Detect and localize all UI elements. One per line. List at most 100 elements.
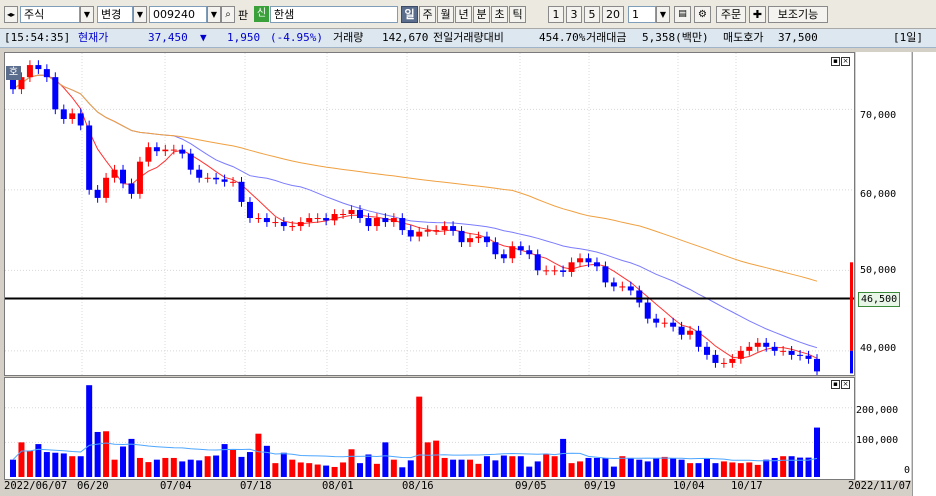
amount-value: 5,358(백만) (642, 31, 709, 44)
volume-bar (128, 438, 135, 477)
candle-body (382, 218, 389, 223)
candle-body (661, 322, 668, 324)
period-button[interactable]: 주 (419, 6, 436, 23)
candle-body (771, 346, 778, 351)
period-button[interactable]: 초 (491, 6, 508, 23)
candle-body (196, 169, 203, 178)
candle-body (103, 177, 110, 198)
candle-body (678, 326, 685, 335)
candle-body (788, 350, 795, 355)
volume-tick: 0 (904, 465, 911, 476)
vertical-scrollbar[interactable] (912, 52, 936, 496)
volume-bar (179, 461, 186, 477)
volume-chart-pane[interactable]: × ▪ (4, 377, 855, 480)
volume-pane-close-icon[interactable]: × (841, 380, 850, 389)
candle-body (424, 230, 431, 232)
interval-dropdown-icon[interactable]: ▼ (656, 6, 670, 23)
volume-bar (162, 457, 169, 477)
price-range-marker (850, 262, 853, 351)
period-button[interactable]: 분 (473, 6, 490, 23)
volume-bar (543, 454, 550, 477)
price-tick: 70,000 (860, 110, 897, 121)
volume-bar (475, 463, 482, 477)
count-button[interactable]: 20 (602, 6, 624, 23)
arrows-icon[interactable]: ◂▸ (4, 6, 18, 23)
x-tick-label: 10/04 (673, 480, 705, 492)
code-input[interactable]: 009240 (149, 6, 207, 23)
candle-body (416, 231, 423, 237)
candle-body (450, 226, 457, 231)
volume-bar (500, 455, 507, 477)
code-dropdown-icon[interactable]: ▼ (207, 6, 221, 23)
volume-bar (593, 457, 600, 477)
moving-average-line (12, 74, 818, 359)
candle-body (373, 218, 380, 227)
price-chart-svg[interactable] (5, 53, 854, 375)
candle-body (543, 270, 550, 272)
volume-tick: 200,000 (856, 405, 899, 416)
volume-bar (153, 459, 160, 477)
market-select[interactable]: 주식 (20, 6, 80, 23)
volume-bar (77, 456, 84, 477)
change-dropdown-icon[interactable]: ▼ (133, 6, 147, 23)
pane-close-icon[interactable]: × (841, 57, 850, 66)
volume-bar (52, 452, 59, 477)
candle-body (331, 214, 338, 221)
volume-bar (111, 459, 118, 477)
volume-bar (797, 457, 804, 477)
price-tick: 60,000 (860, 189, 897, 200)
volume-bar (509, 456, 516, 477)
save-icon[interactable]: ▤ (674, 6, 691, 23)
interval-input[interactable]: 1 (628, 6, 656, 23)
volume-bar (805, 457, 812, 477)
ho-badge[interactable]: 호 (6, 66, 21, 80)
count-button[interactable]: 5 (584, 6, 600, 23)
candle-body (43, 69, 50, 78)
volume-bar (670, 458, 677, 477)
period-button[interactable]: 일 (401, 6, 418, 23)
period-button[interactable]: 년 (455, 6, 472, 23)
candle-body (509, 246, 516, 259)
candle-body (390, 218, 397, 223)
volume-chart-svg[interactable] (5, 378, 854, 479)
period-button[interactable]: 월 (437, 6, 454, 23)
volume-bar (602, 457, 609, 477)
price-value: 37,450 (148, 31, 188, 44)
pane-maximize-icon[interactable]: ▪ (831, 57, 840, 66)
period-button[interactable]: 틱 (509, 6, 526, 23)
volume-bar (763, 459, 770, 477)
candle-body (729, 358, 736, 363)
change-select[interactable]: 변경 (97, 6, 133, 23)
plus-icon[interactable]: ✚ (749, 6, 766, 23)
count-button[interactable]: 3 (566, 6, 582, 23)
candle-body (120, 169, 127, 184)
candle-body (35, 65, 42, 70)
candle-body (255, 218, 262, 220)
candle-body (534, 254, 541, 271)
volume-bar (399, 467, 406, 477)
volume-bar (348, 449, 355, 477)
price-label: 현재가 (78, 31, 109, 44)
price-chart-pane[interactable]: 호 × ▪ (4, 52, 855, 376)
volume-bar (644, 461, 651, 477)
candle-body (272, 222, 279, 224)
x-tick-label: 09/05 (515, 480, 547, 492)
down-arrow-icon: ▼ (200, 31, 207, 44)
volume-bar (382, 442, 389, 477)
volume-bar (35, 444, 42, 477)
volume-tick: 100,000 (856, 435, 899, 446)
market-dropdown-icon[interactable]: ▼ (80, 6, 94, 23)
volume-bar (720, 461, 727, 477)
candle-body (433, 230, 440, 232)
ask-value: 37,500 (778, 31, 818, 44)
candle-body (644, 302, 651, 319)
candle-body (280, 222, 287, 227)
search-icon[interactable]: ⌕ (221, 6, 235, 23)
volume-bar (551, 456, 558, 477)
gear-icon[interactable]: ⚙ (694, 6, 711, 23)
aux-functions-button[interactable]: 보조기능 (768, 6, 828, 23)
volume-pane-maximize-icon[interactable]: ▪ (831, 380, 840, 389)
count-button[interactable]: 1 (548, 6, 564, 23)
time-label: [15:54:35] (4, 31, 71, 44)
order-button[interactable]: 주문 (716, 6, 746, 23)
